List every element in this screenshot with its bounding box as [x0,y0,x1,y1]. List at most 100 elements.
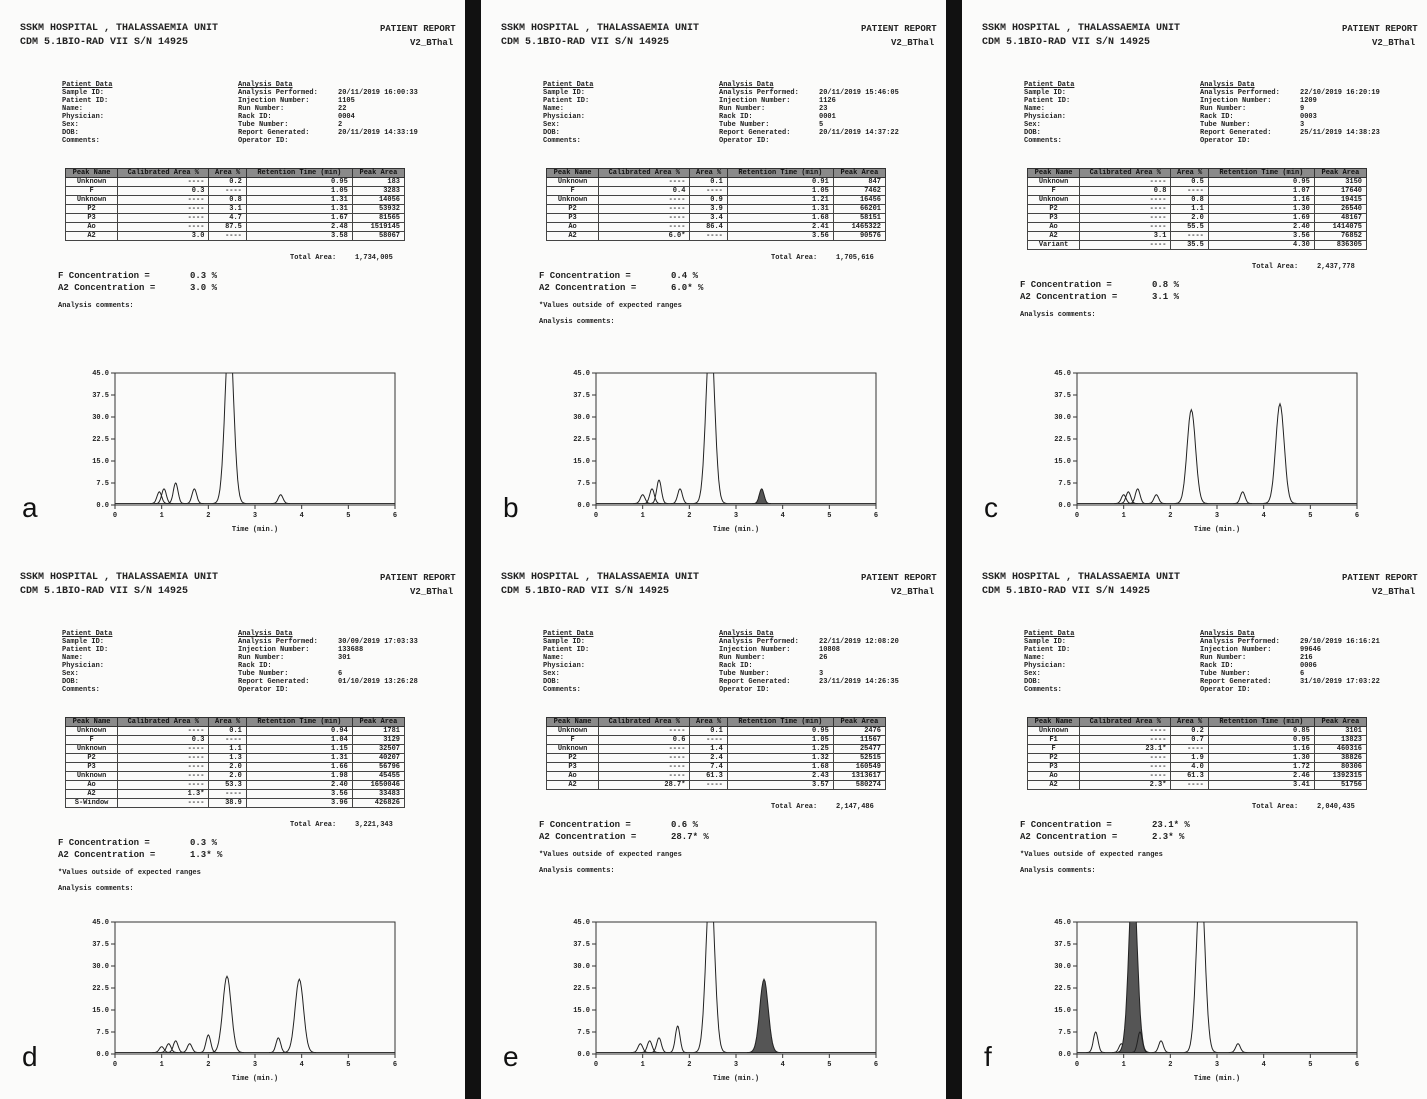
table-cell: 61.3 [690,772,727,781]
x-axis-label: Time (min.) [232,526,278,534]
table-cell: ---- [690,781,727,790]
peak [271,495,290,504]
x-tick-label: 6 [1355,512,1359,520]
y-tick-label: 30.0 [92,414,109,422]
analysis-value: 20/11/2019 14:37:22 [819,128,899,138]
table-cell: 56796 [352,763,404,772]
total-value: 1,734,005 [355,253,393,263]
table-cell: 1.66 [246,763,352,772]
y-tick-label: 7.5 [1058,480,1071,488]
table-cell: 0.95 [1208,736,1314,745]
table-cell: F [547,736,599,745]
table-cell: 4.30 [1208,241,1314,250]
report-title: PATIENT REPORT [1342,24,1422,34]
table-cell: 1.1 [209,745,246,754]
table-cell: F [547,187,599,196]
x-tick-label: 6 [1355,1061,1359,1069]
table-cell: 2.0 [209,772,246,781]
table-cell: ---- [209,187,246,196]
table-header-cell: Area % [690,169,727,178]
comments-label: Analysis comments: [58,884,134,894]
note: *Values outside of expected ranges [539,301,682,311]
table-cell: 40207 [352,754,404,763]
table-cell: 0.6 [599,736,690,745]
f-label: F Concentration = [539,271,631,281]
x-tick-label: 3 [1215,1061,1219,1069]
plot-frame [596,373,876,505]
chromatogram: 0.07.515.022.530.037.545.00123456Time (m… [541,365,921,545]
table-cell: ---- [118,745,209,754]
table-cell: ---- [118,754,209,763]
peak [283,979,317,1052]
analysis-field: Operator ID: [719,136,769,146]
table-cell: 0.7 [1171,736,1208,745]
comments-label: Analysis comments: [58,301,134,311]
table-row: P3----2.01.6656796 [66,763,405,772]
table-cell: 1.07 [1208,187,1314,196]
table-cell: P3 [1028,214,1080,223]
table-row: P3----7.41.68160549 [547,763,886,772]
peak [671,489,690,504]
table-cell: 51756 [1314,781,1366,790]
table-row: F0.3----1.043129 [66,736,405,745]
table-row: Unknown----1.41.2525477 [547,745,886,754]
table-cell: 0.85 [1208,727,1314,736]
x-tick-label: 5 [1308,1061,1312,1069]
table-cell: 1.31 [246,205,352,214]
table-header-cell: Calibrated Area % [599,718,690,727]
table-cell: 0.8 [209,196,246,205]
table-row: Unknown----0.20.95183 [66,178,405,187]
table-header-cell: Retention Time (min) [246,169,352,178]
table-header-row: Peak NameCalibrated Area %Area %Retentio… [547,169,886,178]
table-cell: Unknown [547,727,599,736]
report-version: V2_BThal [891,38,946,48]
table-cell: 1781 [352,727,404,736]
table-header-row: Peak NameCalibrated Area %Area %Retentio… [547,718,886,727]
table-cell: 3.56 [727,232,833,241]
a2-value: 3.0 % [190,283,217,293]
table-cell: 1465322 [833,223,885,232]
a2-label: A2 Concentration = [539,832,636,842]
table-cell: ---- [1080,727,1171,736]
figure: SSKM HOSPITAL , THALASSAEMIA UNITCDM 5.1… [0,0,1427,1099]
table-cell: Unknown [66,196,118,205]
table-cell: 1.05 [727,736,833,745]
comments-label: Analysis comments: [1020,310,1096,320]
hospital-name: SSKM HOSPITAL , THALASSAEMIA UNIT [501,24,699,34]
table-cell: 0.5 [1171,178,1208,187]
table-cell: 48167 [1314,214,1366,223]
y-tick-label: 22.5 [92,436,109,444]
peak [650,1038,669,1053]
analysis-field: Operator ID: [719,685,769,695]
table-cell: 1.98 [246,772,352,781]
table-cell: Ao [547,772,599,781]
table-row: Unknown----0.10.941781 [66,727,405,736]
x-tick-label: 4 [300,512,304,520]
analysis-value: 25/11/2019 14:38:23 [1300,128,1380,138]
x-axis-label: Time (min.) [713,526,759,534]
table-header-cell: Calibrated Area % [1080,718,1171,727]
y-tick-label: 45.0 [573,919,590,927]
peak [1152,1041,1171,1053]
table-cell: ---- [118,763,209,772]
x-tick-label: 4 [781,1061,785,1069]
table-cell: 3.1 [1080,232,1171,241]
y-tick-label: 0.0 [96,1051,109,1059]
x-tick-label: 2 [687,512,691,520]
table-cell: ---- [1171,232,1208,241]
report-panel: SSKM HOSPITAL , THALASSAEMIA UNITCDM 5.1… [962,0,1427,550]
report-title: PATIENT REPORT [380,24,460,34]
table-cell: 2.43 [727,772,833,781]
x-tick-label: 2 [1168,1061,1172,1069]
table-cell: Unknown [547,745,599,754]
total-value: 2,437,778 [1317,262,1355,272]
y-tick-label: 7.5 [96,1029,109,1037]
table-cell: 80306 [1314,763,1366,772]
hospital-name: SSKM HOSPITAL , THALASSAEMIA UNIT [501,573,699,583]
table-cell: 1.30 [1208,754,1314,763]
table-cell: 1414075 [1314,223,1366,232]
